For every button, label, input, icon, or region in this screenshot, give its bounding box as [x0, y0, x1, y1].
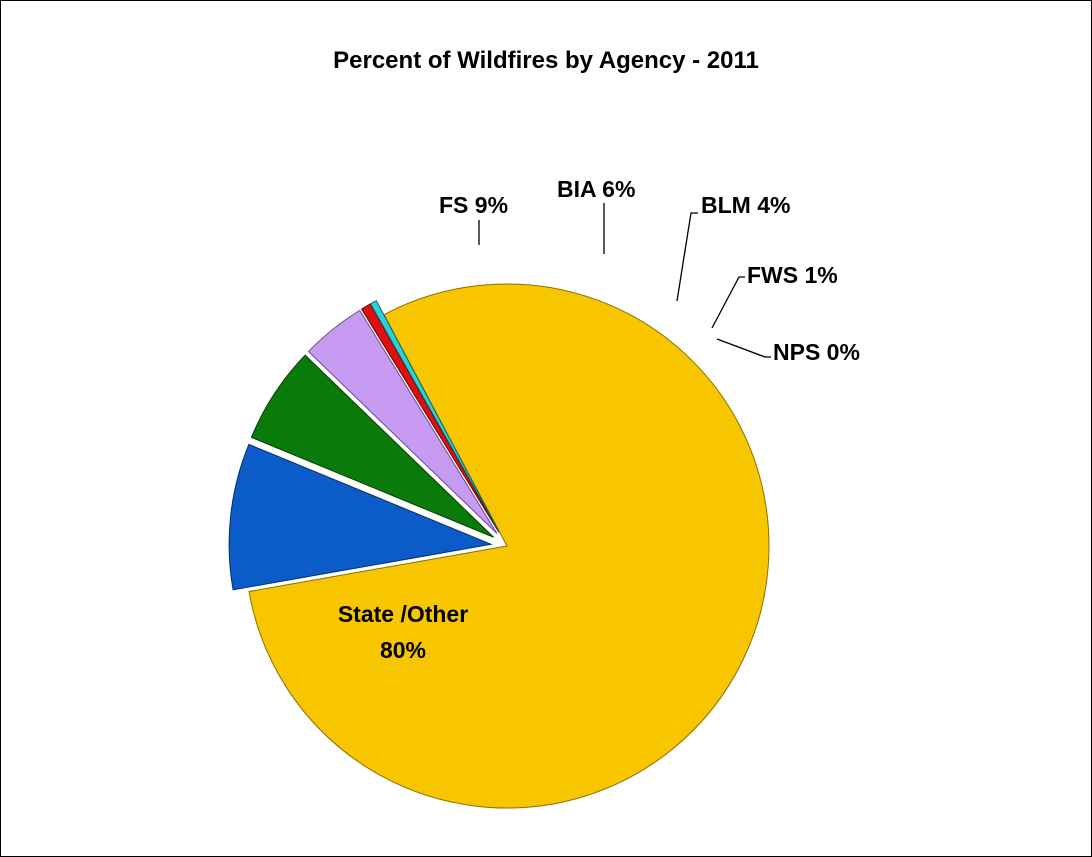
- leader-lines: [478, 203, 771, 358]
- label-bia: BIA 6%: [557, 176, 635, 202]
- chart-title: Percent of Wildfires by Agency - 2011: [333, 47, 759, 74]
- label-state-other: State /Other: [338, 601, 468, 627]
- leader-line-blm: [676, 212, 698, 302]
- label-fws: FWS 1%: [747, 262, 838, 288]
- label-fs: FS 9%: [439, 192, 508, 218]
- label-blm: BLM 4%: [701, 192, 790, 218]
- leader-line-nps: [716, 338, 771, 358]
- pie-slices: [228, 283, 770, 809]
- leader-line-fws: [711, 276, 745, 329]
- slice-bia: [250, 354, 494, 538]
- slice-fs: [228, 443, 493, 591]
- slice-nps: [369, 299, 500, 533]
- slice-state-other: [248, 283, 770, 809]
- slice-blm: [307, 309, 498, 534]
- label-nps: NPS 0%: [773, 339, 860, 365]
- slice-fws: [360, 303, 500, 533]
- label-state-other-pct: 80%: [380, 637, 426, 663]
